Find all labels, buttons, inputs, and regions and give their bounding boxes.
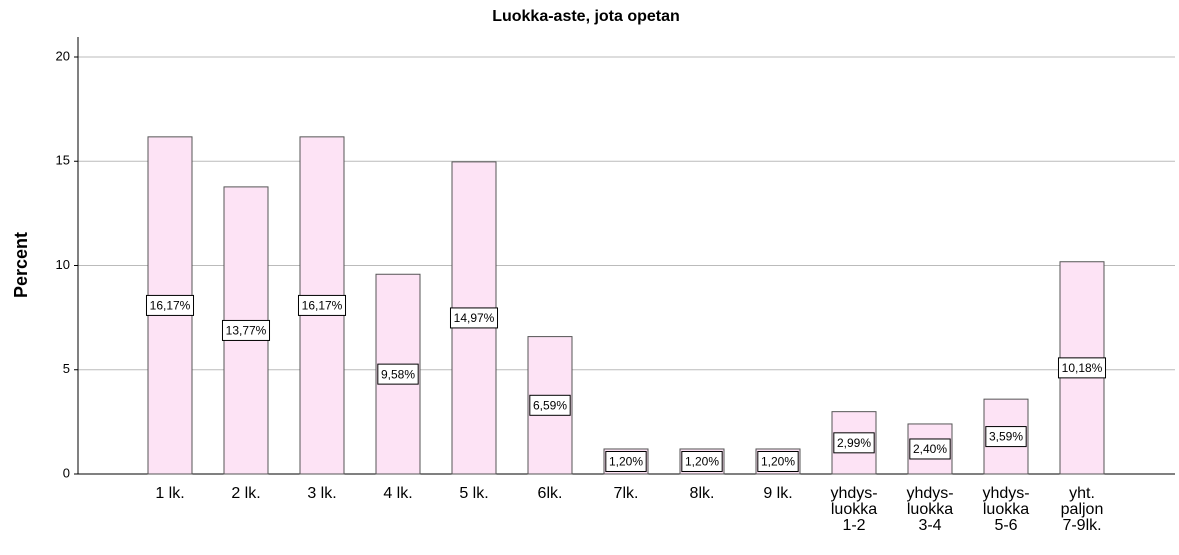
value-label: 14,97% [454,311,495,325]
x-tick-label: yht. paljon 7-9lk. [1060,485,1104,534]
value-label-box [605,450,647,472]
y-axis-label: Percent [11,232,31,298]
x-tick-label: 5 lk. [459,485,489,502]
value-label-box [681,450,723,472]
value-label: 6,59% [533,398,567,412]
value-label-box [221,319,271,341]
value-label-box [449,307,499,329]
y-tick-label: 10 [56,257,70,272]
value-label-box [377,363,419,385]
value-label: 1,20% [609,455,643,469]
value-label-box [757,450,799,472]
y-tick-label: 20 [56,48,70,63]
value-label-box [297,294,347,316]
value-label-box [1057,357,1107,379]
x-tick-label: 6lk. [537,485,563,502]
x-tick-label: 2 lk. [231,485,261,502]
value-label-box [985,426,1027,448]
value-label: 2,99% [837,436,871,450]
x-tick-label: 1 lk. [155,485,185,502]
chart-title: Luokka-aste, jota opetan [492,8,680,25]
value-label-box [909,438,951,460]
value-label-box [529,394,571,416]
value-label-box [833,432,875,454]
x-tick-label: yhdys- luokka 5-6 [982,485,1030,534]
x-tick-label: 7lk. [613,485,639,502]
value-label: 16,17% [150,299,191,313]
x-tick-label: 9 lk. [763,485,793,502]
value-label: 1,20% [761,455,795,469]
y-tick-label: 5 [63,361,70,376]
value-label-box [145,294,195,316]
value-label: 16,17% [302,299,343,313]
x-tick-label: 4 lk. [383,485,413,502]
value-label: 13,77% [226,324,267,338]
x-tick-label: 3 lk. [307,485,337,502]
value-label: 9,58% [381,367,415,381]
y-tick-label: 0 [63,465,70,480]
value-label: 3,59% [989,430,1023,444]
x-tick-label: 8lk. [689,485,715,502]
x-tick-label: yhdys- luokka 1-2 [830,485,878,534]
value-label: 1,20% [685,455,719,469]
value-label: 2,40% [913,442,947,456]
y-tick-label: 15 [56,153,70,168]
x-tick-label: yhdys- luokka 3-4 [906,485,954,534]
value-label: 10,18% [1062,361,1103,375]
